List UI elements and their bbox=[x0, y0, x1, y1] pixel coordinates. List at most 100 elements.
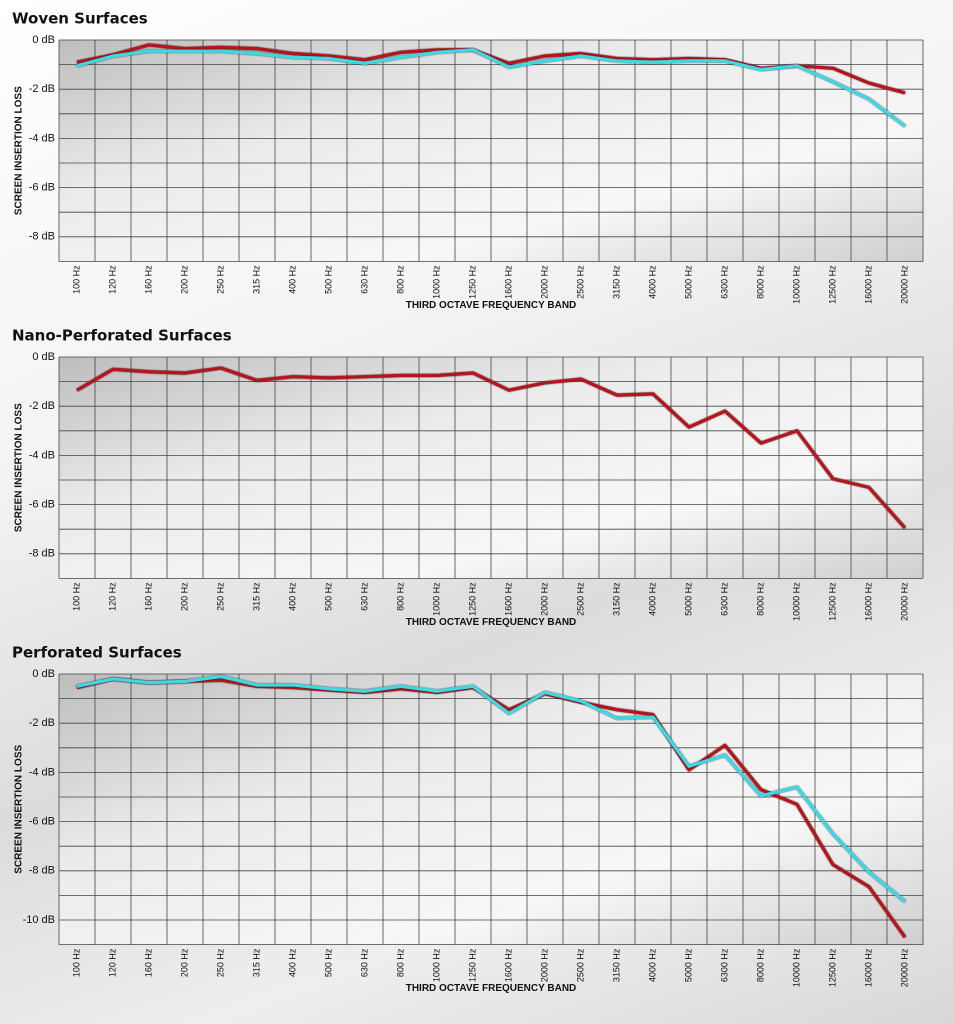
y-tick-label: -10 dB bbox=[23, 914, 55, 926]
x-tick-label: 500 Hz bbox=[323, 948, 333, 977]
y-tick-label: 0 dB bbox=[32, 668, 55, 680]
x-tick-label: 100 Hz bbox=[71, 582, 81, 611]
x-axis-label: THIRD OCTAVE FREQUENCY BAND bbox=[406, 617, 577, 628]
x-tick-label: 315 Hz bbox=[251, 582, 261, 611]
y-tick-label: -2 dB bbox=[29, 83, 55, 95]
x-tick-label: 12500 Hz bbox=[827, 265, 837, 304]
y-tick-label: -6 dB bbox=[29, 182, 55, 194]
x-tick-label: 8000 Hz bbox=[755, 948, 765, 982]
x-tick-label: 160 Hz bbox=[143, 948, 153, 977]
x-tick-label: 20000 Hz bbox=[899, 582, 909, 621]
series-line bbox=[76, 366, 907, 530]
x-tick-label: 1000 Hz bbox=[431, 265, 441, 299]
x-tick-label: 200 Hz bbox=[179, 265, 189, 294]
y-tick-label: -2 dB bbox=[29, 717, 55, 729]
chart: Woven Surfaces 0 dB -2 dB -4 dB -6 dB -8 dB 10… bbox=[12, 10, 924, 311]
x-tick-label: 315 Hz bbox=[251, 265, 261, 294]
x-tick-label: 5000 Hz bbox=[683, 948, 693, 982]
x-tick-label: 12500 Hz bbox=[827, 582, 837, 621]
x-tick-label: 6300 Hz bbox=[719, 265, 729, 299]
series-line bbox=[76, 48, 906, 128]
x-tick-label: 3150 Hz bbox=[611, 265, 621, 299]
y-tick-label: -4 dB bbox=[29, 766, 55, 778]
x-tick-label: 16000 Hz bbox=[863, 582, 873, 621]
x-axis-label: THIRD OCTAVE FREQUENCY BAND bbox=[406, 983, 577, 994]
x-tick-label: 1000 Hz bbox=[431, 948, 441, 982]
y-axis-label: SCREEN INSERTION LOSS bbox=[14, 745, 25, 874]
x-tick-label: 3150 Hz bbox=[611, 948, 621, 982]
chart-title: Nano-Perforated Surfaces bbox=[12, 327, 232, 345]
x-tick-label: 800 Hz bbox=[395, 582, 405, 611]
x-tick-label: 5000 Hz bbox=[683, 265, 693, 299]
x-tick-label: 100 Hz bbox=[71, 948, 81, 977]
x-tick-label: 630 Hz bbox=[359, 265, 369, 294]
x-tick-label: 160 Hz bbox=[143, 265, 153, 294]
x-tick-label: 2500 Hz bbox=[575, 265, 585, 299]
x-tick-label: 315 Hz bbox=[251, 948, 261, 977]
x-tick-label: 16000 Hz bbox=[863, 265, 873, 304]
x-tick-label: 160 Hz bbox=[143, 582, 153, 611]
x-axis-label: THIRD OCTAVE FREQUENCY BAND bbox=[406, 300, 577, 311]
x-tick-label: 120 Hz bbox=[107, 582, 117, 611]
x-tick-label: 1600 Hz bbox=[503, 948, 513, 982]
x-tick-label: 20000 Hz bbox=[899, 948, 909, 987]
x-tick-label: 2000 Hz bbox=[539, 265, 549, 299]
x-tick-label: 400 Hz bbox=[287, 948, 297, 977]
y-tick-label: -8 dB bbox=[29, 231, 55, 243]
x-tick-label: 800 Hz bbox=[395, 265, 405, 294]
chart: Nano-Perforated Surfaces 0 dB -2 dB -4 dB -6… bbox=[12, 327, 924, 628]
chart-title: Woven Surfaces bbox=[12, 10, 148, 28]
x-tick-label: 250 Hz bbox=[215, 948, 225, 977]
x-tick-label: 10000 Hz bbox=[791, 265, 801, 304]
x-tick-label: 3150 Hz bbox=[611, 582, 621, 616]
y-axis-label: SCREEN INSERTION LOSS bbox=[14, 86, 25, 215]
x-tick-label: 5000 Hz bbox=[683, 582, 693, 616]
x-tick-label: 500 Hz bbox=[323, 265, 333, 294]
x-tick-label: 120 Hz bbox=[107, 265, 117, 294]
x-tick-label: 6300 Hz bbox=[719, 948, 729, 982]
x-tick-label: 400 Hz bbox=[287, 582, 297, 611]
x-tick-label: 500 Hz bbox=[323, 582, 333, 611]
x-tick-label: 630 Hz bbox=[359, 582, 369, 611]
y-tick-label: -8 dB bbox=[29, 865, 55, 877]
x-tick-label: 1250 Hz bbox=[467, 265, 477, 299]
x-tick-label: 1600 Hz bbox=[503, 265, 513, 299]
x-tick-label: 200 Hz bbox=[179, 582, 189, 611]
x-tick-label: 20000 Hz bbox=[899, 265, 909, 304]
x-tick-label: 400 Hz bbox=[287, 265, 297, 294]
x-tick-label: 10000 Hz bbox=[791, 948, 801, 987]
x-tick-label: 120 Hz bbox=[107, 948, 117, 977]
x-tick-label: 200 Hz bbox=[179, 948, 189, 977]
x-tick-label: 8000 Hz bbox=[755, 582, 765, 616]
y-tick-label: -2 dB bbox=[29, 400, 55, 412]
y-tick-label: 0 dB bbox=[32, 34, 55, 46]
x-tick-label: 12500 Hz bbox=[827, 948, 837, 987]
x-tick-label: 630 Hz bbox=[359, 948, 369, 977]
x-tick-label: 2500 Hz bbox=[575, 948, 585, 982]
y-tick-label: -6 dB bbox=[29, 816, 55, 828]
x-tick-label: 2000 Hz bbox=[539, 582, 549, 616]
x-tick-label: 2000 Hz bbox=[539, 948, 549, 982]
x-tick-label: 250 Hz bbox=[215, 582, 225, 611]
y-tick-label: -4 dB bbox=[29, 449, 55, 461]
y-tick-label: -8 dB bbox=[29, 548, 55, 560]
chart: Perforated Surfaces 0 dB -2 dB -4 dB -6 dB -8… bbox=[12, 644, 924, 994]
y-tick-label: -6 dB bbox=[29, 499, 55, 511]
chart-title: Perforated Surfaces bbox=[12, 644, 182, 662]
x-tick-label: 1250 Hz bbox=[467, 948, 477, 982]
y-tick-label: -4 dB bbox=[29, 132, 55, 144]
x-tick-label: 16000 Hz bbox=[863, 948, 873, 987]
x-tick-label: 1600 Hz bbox=[503, 582, 513, 616]
y-tick-label: 0 dB bbox=[32, 351, 55, 363]
x-tick-label: 2500 Hz bbox=[575, 582, 585, 616]
x-tick-label: 6300 Hz bbox=[719, 582, 729, 616]
x-tick-label: 100 Hz bbox=[71, 265, 81, 294]
x-tick-label: 1250 Hz bbox=[467, 582, 477, 616]
x-tick-label: 10000 Hz bbox=[791, 582, 801, 621]
x-tick-label: 1000 Hz bbox=[431, 582, 441, 616]
x-tick-label: 250 Hz bbox=[215, 265, 225, 294]
x-tick-label: 4000 Hz bbox=[647, 948, 657, 982]
series-line bbox=[76, 674, 907, 903]
x-tick-label: 4000 Hz bbox=[647, 582, 657, 616]
